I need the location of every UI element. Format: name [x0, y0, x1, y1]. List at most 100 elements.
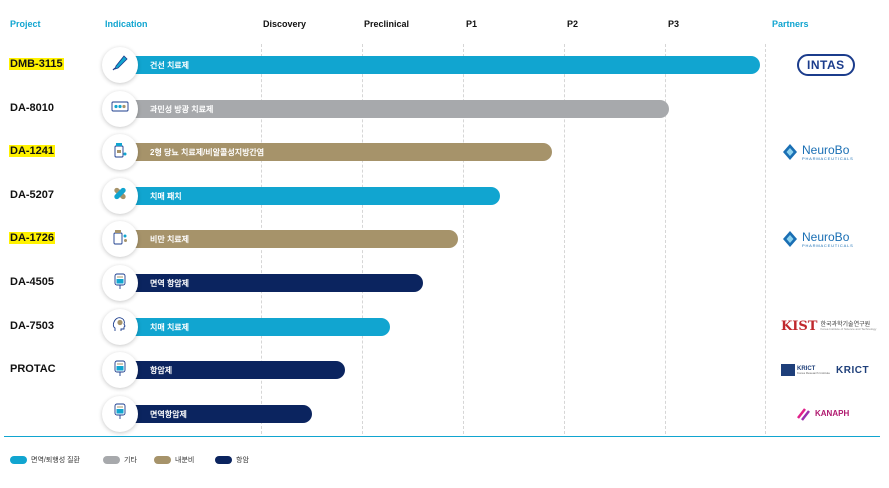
legend-label: 기타: [124, 457, 137, 464]
neurobo-mark-icon: [783, 231, 797, 248]
progress-bar: 항암제: [118, 361, 345, 380]
indication-label: 치매 패치: [150, 191, 182, 201]
legend-swatch: [215, 456, 232, 464]
partner-logo: KIST 한국과학기술연구원 Korea Institute of Science …: [781, 315, 876, 339]
indication-icon-badge: [102, 134, 138, 171]
partner-intas-logo: INTAS: [797, 54, 855, 76]
indication-icon-badge: [102, 265, 138, 301]
indication-label: 면역항암제: [150, 409, 187, 419]
progress-bar: 비만 치료제: [118, 230, 458, 249]
phase-divider: [665, 44, 666, 434]
iv-bag-icon: [110, 271, 130, 296]
phase-divider: [765, 44, 766, 434]
neurobo-sub: PHARMACEUTICALS: [802, 242, 854, 248]
project-name: DMB-3115: [9, 58, 64, 70]
indication-label: 건선 치료제: [150, 61, 190, 70]
medicine-bottle-icon: [110, 140, 130, 165]
krict-word: KRICT: [836, 364, 870, 376]
header-phase-p3: P3: [668, 19, 680, 29]
header-phase-discovery: Discovery: [263, 19, 307, 29]
legend-swatch: [103, 456, 120, 464]
partner-neurobo-logo: NeuroBo PHARMACEUTICALS: [781, 230, 854, 248]
indication-icon-badge: [102, 177, 138, 214]
krict-box-sub: Korea Research Institute: [797, 370, 831, 375]
kist-sub: Korea Institute of Science and Technolog…: [820, 327, 877, 332]
pipeline-header: Project Indication Discovery Preclinical…: [0, 19, 889, 33]
indication-label: 항암제: [150, 366, 173, 376]
kist-name: 한국과학기술연구원: [820, 321, 871, 328]
partner-neurobo-logo: NeuroBo PHARMACEUTICALS: [781, 143, 854, 161]
indication-icon-badge: [102, 352, 138, 389]
header-indication: Indication: [105, 19, 148, 29]
legend-swatch: [154, 456, 171, 464]
neurobo-sub: PHARMACEUTICALS: [802, 155, 854, 161]
indication-icon-badge: [102, 221, 138, 258]
progress-bar: 과민성 방광 치료제: [118, 99, 669, 118]
bottom-divider: [4, 436, 880, 437]
progress-bar: 치매 패치: [118, 186, 500, 205]
pipeline-row: 면역항암제 KANAPH: [0, 394, 889, 434]
pipeline-row: DA-1726 비만 치료제 NeuroBo PHARMACEUTICALS: [0, 219, 889, 259]
project-name: DA-8010: [10, 101, 55, 114]
partner-krict-logo: KRICT Korea Research Institute KRICT: [781, 364, 870, 377]
krict-box-logo: KRICT Korea Research Institute: [781, 364, 831, 377]
project-name: PROTAC: [10, 363, 56, 376]
progress-bar: 치매 치료제: [118, 317, 390, 336]
legend-swatch: [10, 456, 27, 464]
bandage-icon: [110, 183, 130, 208]
partner-kist-logo: KIST 한국과학기술연구원 Korea Institute of Science …: [781, 319, 876, 334]
syringe-icon: [110, 53, 130, 78]
project-name: DA-1726: [9, 232, 56, 245]
progress-bar: 면역항암제: [118, 404, 312, 423]
legend-item: 면역/퇴행성 질환: [10, 455, 80, 465]
neurobo-mark-icon: [783, 144, 797, 161]
krict-box-name: KRICT: [797, 365, 816, 372]
kanaph-mark-icon: [797, 408, 810, 421]
pipeline-row: DA-5207 치매 패치: [0, 176, 889, 216]
indication-icon-badge: [102, 47, 138, 83]
krict-square-icon: [781, 364, 795, 377]
indication-label: 비만 치료제: [150, 235, 190, 245]
neurobo-name: NeuroBo: [802, 142, 850, 157]
indication-label: 2형 당뇨 치료제/비알콜성지방간염: [150, 148, 265, 158]
partner-kanaph-logo: KANAPH: [796, 406, 849, 422]
partner-logo: NeuroBo PHARMACEUTICALS: [781, 227, 854, 251]
indication-icon-badge: [102, 395, 138, 432]
progress-bar: 건선 치료제: [118, 56, 760, 74]
indication-label: 치매 치료제: [150, 322, 190, 332]
neurobo-name: NeuroBo: [802, 229, 850, 244]
pipeline-row: DMB-3115 건선 치료제 INTAS: [0, 45, 889, 85]
phase-divider: [463, 44, 464, 434]
project-name: DA-1241: [9, 145, 56, 158]
project-name: DA-4505: [10, 276, 55, 288]
legend-label: 항암: [236, 457, 249, 464]
indication-label: 과민성 방광 치료제: [150, 104, 214, 114]
header-phase-p2: P2: [567, 19, 579, 29]
pipeline-row: DA-1241 2형 당뇨 치료제/비알콜성지방간염 NeuroBo PHARMACE…: [0, 132, 889, 172]
brain-head-icon: [110, 314, 130, 339]
partner-logo: KANAPH: [796, 402, 849, 426]
progress-bar: 2형 당뇨 치료제/비알콜성지방간염: [118, 143, 552, 162]
kanaph-name: KANAPH: [815, 409, 850, 419]
pill-blister-icon: [110, 96, 130, 121]
pipeline-row: DA-7503 치매 치료제 KIST 한국과학기술연구원 Korea Institut…: [0, 307, 889, 347]
header-project: Project: [10, 19, 41, 29]
pipeline-row: PROTAC 항암제 KRICT Korea Research Institute KR…: [0, 350, 889, 390]
phase-divider: [564, 44, 565, 434]
pipeline-row: DA-8010 과민성 방광 치료제: [0, 89, 889, 129]
header-partners: Partners: [772, 19, 809, 29]
pipeline-row: DA-4505 면역 항암제: [0, 263, 889, 303]
indication-icon-badge: [102, 90, 138, 127]
indication-icon-badge: [102, 308, 138, 345]
legend-item: 항암: [215, 455, 249, 465]
iv-bag-icon: [110, 358, 130, 383]
legend-item: 내분비: [154, 455, 194, 465]
project-name: DA-7503: [10, 319, 55, 332]
kist-mark: KIST: [781, 319, 818, 335]
partner-logo: NeuroBo PHARMACEUTICALS: [781, 140, 854, 164]
progress-bar: 면역 항암제: [118, 274, 423, 292]
pills-bottle-icon: [110, 227, 130, 252]
iv-bag-icon: [110, 401, 130, 426]
legend-label: 면역/퇴행성 질환: [31, 457, 80, 464]
legend-label: 내분비: [175, 457, 195, 464]
